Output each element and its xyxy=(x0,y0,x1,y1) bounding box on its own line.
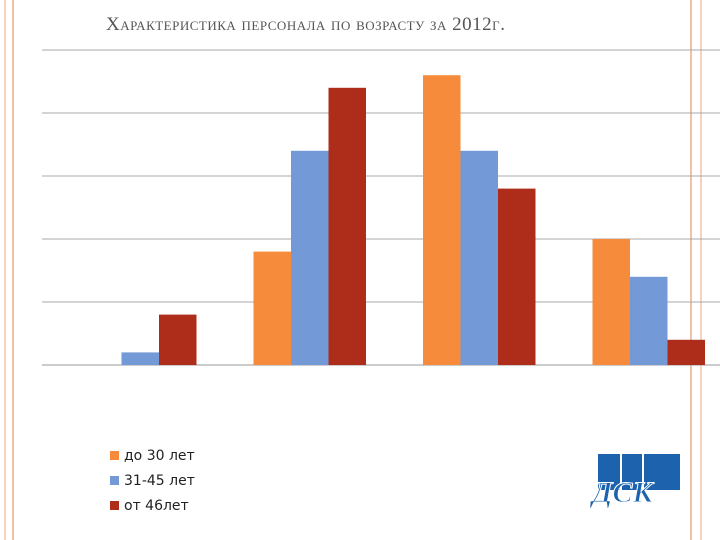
legend-swatch xyxy=(110,476,119,485)
legend-label: до 30 лет xyxy=(124,447,195,464)
bar-series-1-cat-0 xyxy=(121,352,159,365)
bars xyxy=(121,75,705,366)
company-logo: ДСК xyxy=(589,452,682,510)
bar-series-0-cat-3 xyxy=(592,239,630,365)
legend-swatch xyxy=(110,501,119,510)
bar-series-2-cat-0 xyxy=(159,314,197,365)
slide-frame-left xyxy=(0,0,14,540)
bar-series-2-cat-2 xyxy=(498,188,536,365)
chart-title: Характеристика персонала по возрасту за … xyxy=(106,14,506,35)
logo-text: ДСК xyxy=(590,476,655,508)
legend-label: от 46лет xyxy=(124,497,189,514)
bar-series-0-cat-1 xyxy=(253,251,291,365)
bar-series-0-cat-2 xyxy=(423,75,461,365)
bar-series-1-cat-1 xyxy=(291,150,329,365)
legend-label: 31-45 лет xyxy=(124,472,195,489)
slide-frame-right xyxy=(690,0,720,540)
legend-item-2: от 46лет xyxy=(110,493,195,518)
slide-frame-left-inner xyxy=(4,0,6,540)
bar-series-1-cat-3 xyxy=(630,276,668,365)
bar-series-2-cat-1 xyxy=(328,87,366,366)
legend-item-1: 31-45 лет xyxy=(110,468,195,493)
bar-series-2-cat-3 xyxy=(667,339,705,365)
legend: до 30 лет 31-45 лет от 46лет xyxy=(110,443,195,518)
bar-series-1-cat-2 xyxy=(460,150,498,365)
legend-swatch xyxy=(110,451,119,460)
legend-item-0: до 30 лет xyxy=(110,443,195,468)
